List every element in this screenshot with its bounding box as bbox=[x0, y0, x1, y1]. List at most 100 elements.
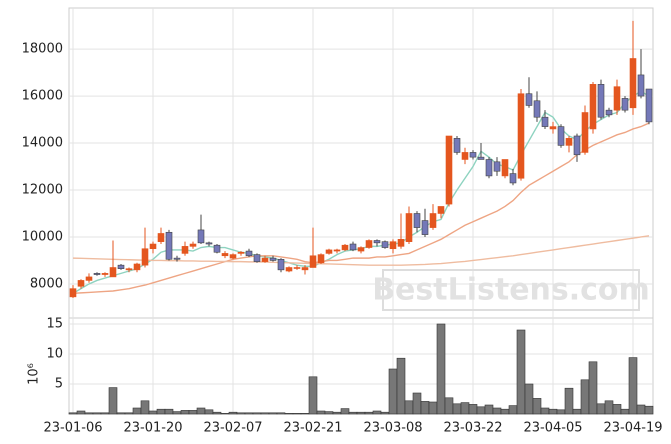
candle-body bbox=[85, 276, 93, 281]
candle-body bbox=[453, 138, 461, 153]
volume-bar bbox=[476, 406, 486, 415]
volume-bar bbox=[516, 329, 526, 415]
volume-bar bbox=[444, 397, 454, 415]
volume-bar bbox=[196, 407, 206, 415]
volume-bar bbox=[564, 387, 574, 415]
volume-bar bbox=[180, 410, 190, 415]
candle-body bbox=[429, 213, 437, 228]
candle-body bbox=[437, 206, 445, 214]
volume-bar bbox=[332, 411, 342, 415]
candle-body bbox=[229, 254, 237, 259]
volume-bar bbox=[428, 401, 438, 415]
y-tick-label: 12000 bbox=[22, 183, 63, 198]
x-tick-label: 23-02-07 bbox=[203, 421, 262, 436]
x-tick-label: 23-03-08 bbox=[363, 421, 422, 436]
volume-bar bbox=[212, 411, 222, 415]
candle-body bbox=[565, 138, 573, 146]
candle-body bbox=[101, 273, 109, 275]
volume-bar bbox=[636, 404, 646, 415]
candle-body bbox=[77, 280, 85, 287]
moving-average-line bbox=[72, 122, 650, 295]
volume-bar bbox=[380, 411, 390, 415]
volume-bar bbox=[100, 412, 110, 415]
candle-body bbox=[597, 84, 605, 118]
candle-body bbox=[549, 126, 557, 130]
volume-bar bbox=[324, 411, 334, 415]
candle-body bbox=[637, 74, 645, 97]
volume-bar bbox=[548, 408, 558, 415]
volume-bar bbox=[276, 412, 286, 415]
volume-bar bbox=[540, 407, 550, 415]
candle-body bbox=[341, 244, 349, 251]
volume-bar bbox=[268, 412, 278, 415]
candle-body bbox=[221, 253, 229, 257]
volume-bar bbox=[620, 408, 630, 415]
moving-average-line bbox=[72, 235, 650, 266]
candle-body bbox=[557, 126, 565, 146]
plot-frame bbox=[68, 7, 654, 415]
candle-body bbox=[365, 240, 373, 248]
candle-body bbox=[133, 263, 141, 271]
candle-body bbox=[293, 267, 301, 269]
candle-body bbox=[517, 93, 525, 179]
volume-bar bbox=[596, 403, 606, 415]
candle-body bbox=[285, 267, 293, 272]
volume-bar bbox=[108, 387, 118, 415]
volume-bar bbox=[92, 412, 102, 415]
y-axis-label: 10⁶ bbox=[27, 363, 42, 385]
candle-body bbox=[141, 248, 149, 266]
candle-body bbox=[621, 98, 629, 111]
volume-bar bbox=[316, 410, 326, 415]
volume-bar bbox=[308, 376, 318, 415]
moving-average-line bbox=[72, 90, 650, 294]
candle-body bbox=[317, 254, 325, 264]
candle-body bbox=[541, 116, 549, 127]
volume-bar bbox=[132, 407, 142, 415]
volume-bar bbox=[292, 413, 302, 415]
candle-body bbox=[189, 243, 197, 247]
x-tick-label: 23-01-20 bbox=[123, 421, 182, 436]
volume-bar bbox=[524, 383, 534, 415]
candle-body bbox=[493, 161, 501, 172]
candle-body bbox=[389, 241, 397, 250]
volume-bar bbox=[172, 411, 182, 415]
volume-bar bbox=[508, 405, 518, 415]
candle-body bbox=[645, 88, 653, 123]
volume-bar bbox=[372, 410, 382, 415]
candle-body bbox=[173, 257, 181, 260]
volume-bar bbox=[396, 357, 406, 415]
volume-bar bbox=[236, 412, 246, 415]
candle-body bbox=[485, 159, 493, 177]
volume-bar bbox=[116, 412, 126, 415]
volume-bar bbox=[148, 410, 158, 415]
candle-body bbox=[149, 243, 157, 250]
candle-body bbox=[461, 152, 469, 160]
volume-bar bbox=[572, 408, 582, 415]
volume-bar bbox=[124, 412, 134, 415]
candle-body bbox=[509, 173, 517, 184]
watermark: BestListens.com bbox=[372, 273, 650, 308]
x-tick-label: 23-04-19 bbox=[603, 421, 662, 436]
candle-body bbox=[69, 288, 77, 298]
candle-body bbox=[373, 240, 381, 244]
volume-bar bbox=[356, 411, 366, 415]
volume-bar bbox=[412, 392, 422, 415]
volume-bar bbox=[604, 400, 614, 415]
volume-bar bbox=[452, 403, 462, 415]
candle-body bbox=[325, 249, 333, 254]
volume-bar bbox=[140, 400, 150, 415]
candle-body bbox=[573, 135, 581, 156]
volume-bar bbox=[284, 413, 294, 415]
candle-body bbox=[237, 251, 245, 254]
candle-body bbox=[165, 231, 173, 260]
volume-bar bbox=[580, 379, 590, 415]
candle-body bbox=[405, 213, 413, 242]
candle-body bbox=[413, 213, 421, 228]
volume-bar bbox=[532, 398, 542, 415]
volume-bar bbox=[156, 408, 166, 415]
candle-body bbox=[245, 250, 253, 257]
y-tick-label: 14000 bbox=[22, 136, 63, 151]
candle-body bbox=[613, 86, 621, 111]
volume-bar bbox=[300, 413, 310, 415]
candle-body bbox=[261, 257, 269, 262]
